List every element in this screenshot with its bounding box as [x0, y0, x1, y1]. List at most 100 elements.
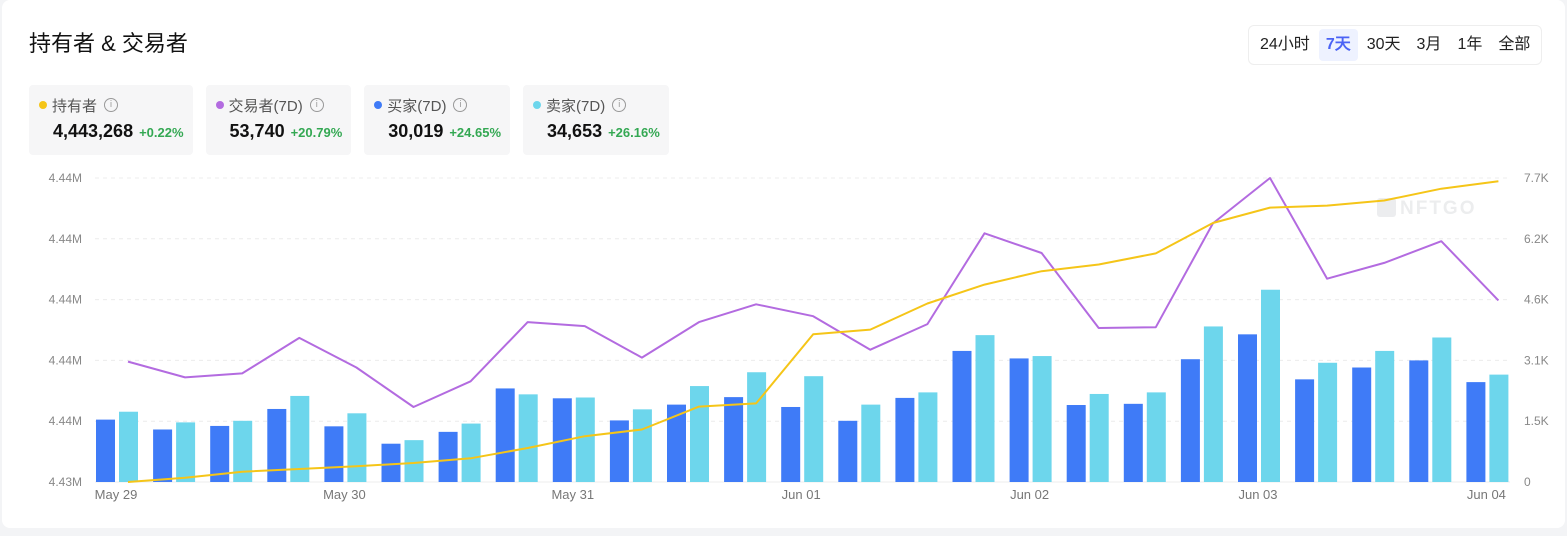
seller-bar — [1146, 392, 1166, 482]
page-title: 持有者 & 交易者 — [29, 31, 188, 56]
line-series — [127, 177, 1500, 483]
seller-bar — [176, 422, 196, 482]
buyer-bar — [438, 431, 458, 482]
stat-holders-change: +0.22% — [139, 125, 184, 140]
stat-traders-label: 交易者(7D) — [228, 97, 303, 115]
seller-bar — [804, 376, 824, 482]
buyer-bar — [210, 425, 230, 482]
buyer-bar — [724, 397, 744, 482]
buyer-bar — [952, 350, 972, 482]
buyer-bar — [609, 420, 629, 482]
buyer-bar — [1352, 367, 1372, 482]
seller-bar — [690, 386, 709, 482]
buyer-bar — [381, 443, 401, 482]
stat-buyers: 买家(7D) i 30,019 +24.65% — [364, 85, 511, 155]
info-icon[interactable]: i — [453, 98, 468, 112]
x-tick-label: May 29 — [95, 487, 138, 502]
buyer-bar — [1295, 379, 1315, 482]
seller-bar — [1318, 362, 1338, 482]
buyers-dot — [374, 101, 383, 109]
stat-traders: 交易者(7D) i 53,740 +20.79% — [205, 85, 352, 155]
stat-sellers-label: 卖家(7D) — [546, 97, 606, 115]
buyer-bar — [153, 429, 173, 482]
buyer-bar — [667, 404, 686, 482]
sellers-dot — [533, 101, 542, 109]
seller-bar — [347, 413, 367, 482]
y-right-tick-label: 3.1K — [1524, 353, 1549, 367]
x-tick-label: Jun 01 — [782, 487, 821, 502]
buyer-bar — [1409, 360, 1429, 482]
y-left-tick-label: 4.43M — [49, 475, 82, 489]
x-tick-label: May 30 — [323, 487, 366, 502]
stat-buyers-label: 买家(7D) — [387, 97, 447, 115]
buyer-bar — [495, 388, 515, 482]
buyer-bar — [267, 408, 287, 482]
seller-bar — [1375, 350, 1395, 482]
y-left-tick-label: 4.44M — [49, 353, 82, 367]
info-icon[interactable]: i — [309, 98, 324, 112]
stat-sellers-change: +26.16% — [608, 125, 660, 140]
bar-series — [96, 289, 1509, 482]
seller-bar — [918, 392, 938, 482]
stat-traders-change: +20.79% — [290, 125, 343, 140]
tab-7d[interactable]: 7天 — [1318, 29, 1358, 61]
buyer-bar — [324, 426, 344, 482]
stat-holders: 持有者 i 4,443,268 +0.22% — [29, 85, 193, 155]
buyer-bar — [1123, 403, 1143, 482]
buyer-bar — [96, 419, 115, 482]
chart-axes: 4.43M 0 4.44M 1.5K 4.44M 3.1K 4.44M 4.6K 4.44M 6.… — [49, 171, 1549, 502]
buyer-bar — [1466, 382, 1486, 482]
seller-bar — [1261, 289, 1280, 482]
nftgo-logo-icon — [1377, 198, 1396, 217]
time-range-selector: 24小时 7天 30天 3月 1年 全部 — [1248, 25, 1543, 65]
seller-bar — [461, 423, 481, 482]
y-right-tick-label: 4.6K — [1524, 293, 1549, 307]
stat-traders-value: 53,740 — [229, 121, 285, 141]
info-icon[interactable]: i — [612, 98, 627, 112]
x-tick-label: May 31 — [551, 487, 594, 502]
seller-bar — [1489, 374, 1509, 482]
stat-buyers-change: +24.65% — [449, 125, 502, 140]
seller-bar — [233, 420, 253, 482]
seller-bar — [1203, 326, 1223, 482]
y-left-tick-label: 4.44M — [49, 414, 82, 428]
traders-line — [127, 177, 1500, 408]
seller-bar — [290, 395, 310, 482]
holders-line — [127, 180, 1499, 483]
tab-1y[interactable]: 1年 — [1457, 36, 1483, 53]
x-tick-label: Jun 02 — [1010, 487, 1049, 502]
x-tick-label: Jun 03 — [1238, 487, 1277, 502]
nftgo-watermark-text: NFTGO — [1400, 198, 1477, 219]
seller-bar — [518, 394, 538, 482]
seller-bar — [575, 397, 595, 482]
holders-dot — [39, 101, 47, 109]
buyer-bar — [1180, 359, 1200, 482]
buyer-bar — [1238, 334, 1257, 482]
buyer-bar — [1066, 405, 1086, 482]
tab-all[interactable]: 全部 — [1498, 36, 1531, 53]
seller-bar — [632, 409, 652, 482]
buyer-bar — [1009, 358, 1029, 482]
y-right-tick-label: 7.7K — [1524, 171, 1549, 185]
stat-holders-label: 持有者 — [52, 97, 98, 115]
tab-30d[interactable]: 30天 — [1366, 36, 1401, 53]
stat-buyers-value: 30,019 — [388, 121, 444, 141]
seller-bar — [1432, 337, 1452, 482]
traders-dot — [215, 101, 224, 109]
stat-sellers: 卖家(7D) i 34,653 +26.16% — [523, 85, 669, 155]
buyer-bar — [895, 397, 915, 482]
tab-3m[interactable]: 3月 — [1416, 36, 1442, 53]
y-left-tick-label: 4.44M — [49, 171, 82, 185]
seller-bar — [747, 372, 767, 482]
buyer-bar — [781, 406, 801, 482]
y-right-tick-label: 1.5K — [1524, 414, 1549, 428]
seller-bar — [1032, 356, 1052, 482]
seller-bar — [404, 440, 424, 482]
info-icon[interactable]: i — [104, 98, 119, 112]
seller-bar — [861, 404, 881, 482]
y-left-tick-label: 4.44M — [49, 232, 82, 246]
seller-bar — [975, 335, 995, 482]
tab-24h[interactable]: 24小时 — [1260, 36, 1310, 53]
seller-bar — [119, 411, 138, 482]
